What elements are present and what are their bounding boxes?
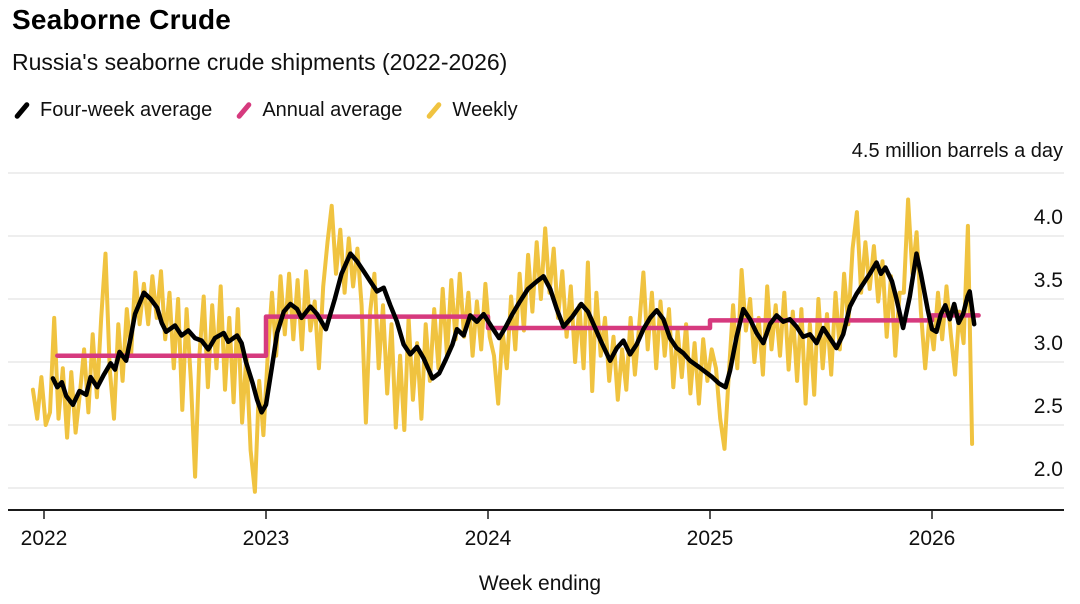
y-tick-label: 4.0 <box>1033 206 1063 229</box>
y-tick-label: 3.0 <box>1033 332 1063 355</box>
weekly-line <box>30 197 975 494</box>
x-tick-label: 2022 <box>20 527 68 550</box>
chart-subtitle: Russia's seaborne crude shipments (2022-… <box>12 49 508 75</box>
y-tick-label: 3.5 <box>1033 269 1063 292</box>
legend-item: Weekly <box>424 99 518 122</box>
x-tick-label: 2023 <box>242 527 290 550</box>
legend-item: Annual average <box>234 99 402 122</box>
x-tick-label: 2026 <box>908 527 956 550</box>
y-axis-unit-label: 4.5 million barrels a day <box>851 140 1063 162</box>
x-tick-label: 2024 <box>464 527 512 550</box>
annual-average-line <box>55 313 981 358</box>
legend-item: Four-week average <box>12 99 212 122</box>
legend: Four-week average Annual average Weekly <box>12 99 540 122</box>
x-tick-label: 2025 <box>686 527 734 550</box>
four-week-average-line <box>50 251 977 415</box>
y-tick-label: 2.5 <box>1033 395 1063 418</box>
legend-label: Weekly <box>452 99 518 121</box>
legend-label: Four-week average <box>40 99 213 121</box>
legend-label: Annual average <box>262 99 403 121</box>
y-tick-label: 2.0 <box>1033 458 1063 481</box>
x-axis-title: Week ending <box>478 572 602 595</box>
chart-title: Seaborne Crude <box>12 4 232 35</box>
